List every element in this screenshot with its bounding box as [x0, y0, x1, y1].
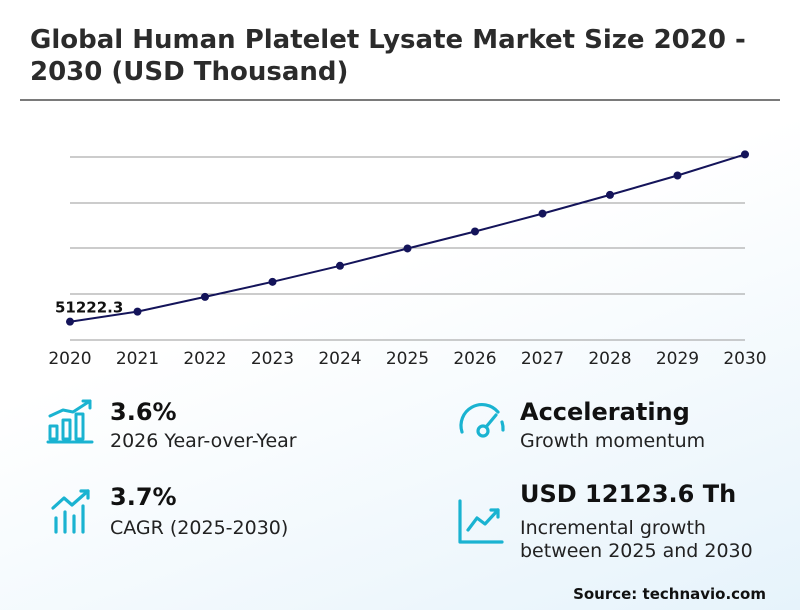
x-tick-label: 2030	[723, 349, 766, 369]
incremental-label-line2: between 2025 and 2030	[520, 540, 753, 562]
x-tick-label: 2021	[116, 349, 159, 369]
cagr-label: CAGR (2025-2030)	[110, 517, 289, 539]
x-tick-label: 2024	[318, 349, 361, 369]
source-credit: Source: technavio.com	[573, 585, 766, 603]
line-chart: 2020 2021 2022 2023 2024 2025 2026 2027 2028 2029…	[48, 150, 767, 369]
data-point-2020	[66, 317, 74, 326]
data-point-2028	[606, 190, 614, 199]
yoy-label: 2026 Year-over-Year	[110, 430, 297, 452]
data-point-2026	[471, 227, 479, 236]
momentum-value: Accelerating	[520, 398, 690, 426]
data-point-2022	[201, 292, 209, 301]
x-tick-label: 2029	[656, 349, 699, 369]
title-divider	[20, 99, 780, 101]
area-trend-icon	[458, 499, 504, 544]
cagr-value: 3.7%	[110, 483, 177, 511]
series-line-layer	[69, 153, 746, 323]
data-point-2029	[673, 171, 682, 180]
data-point-2024	[336, 261, 344, 270]
yoy-value: 3.6%	[110, 398, 177, 426]
momentum-label: Growth momentum	[520, 430, 706, 452]
x-tick-label: 2025	[386, 349, 429, 369]
x-axis-tick-labels: 2020 2021 2022 2023 2024 2025 2026 2027 2028 2029…	[48, 349, 766, 369]
data-label: 51222.3	[55, 299, 123, 317]
data-point-2030	[741, 150, 749, 159]
incremental-value: USD 12123.6 Th	[520, 480, 737, 508]
x-tick-label: 2022	[183, 349, 226, 369]
speedometer-icon	[459, 403, 505, 438]
data-point-2027	[538, 209, 547, 218]
bar-growth-icon	[46, 399, 94, 444]
x-tick-label: 2028	[588, 349, 631, 369]
x-tick-label: 2027	[521, 349, 564, 369]
x-tick-label: 2026	[453, 349, 496, 369]
data-point-2025	[403, 244, 412, 253]
data-labels: 51222.3	[55, 299, 123, 317]
trend-bars-icon	[51, 489, 90, 534]
data-point-2023	[268, 277, 277, 286]
x-tick-label: 2023	[251, 349, 294, 369]
incremental-label-line1: Incremental growth	[520, 517, 706, 539]
data-points	[66, 150, 749, 326]
series-line	[69, 153, 746, 323]
chart-title: Global Human Platelet Lysate Market Size…	[30, 25, 746, 87]
data-point-2021	[133, 307, 142, 316]
x-tick-label: 2020	[48, 349, 91, 369]
